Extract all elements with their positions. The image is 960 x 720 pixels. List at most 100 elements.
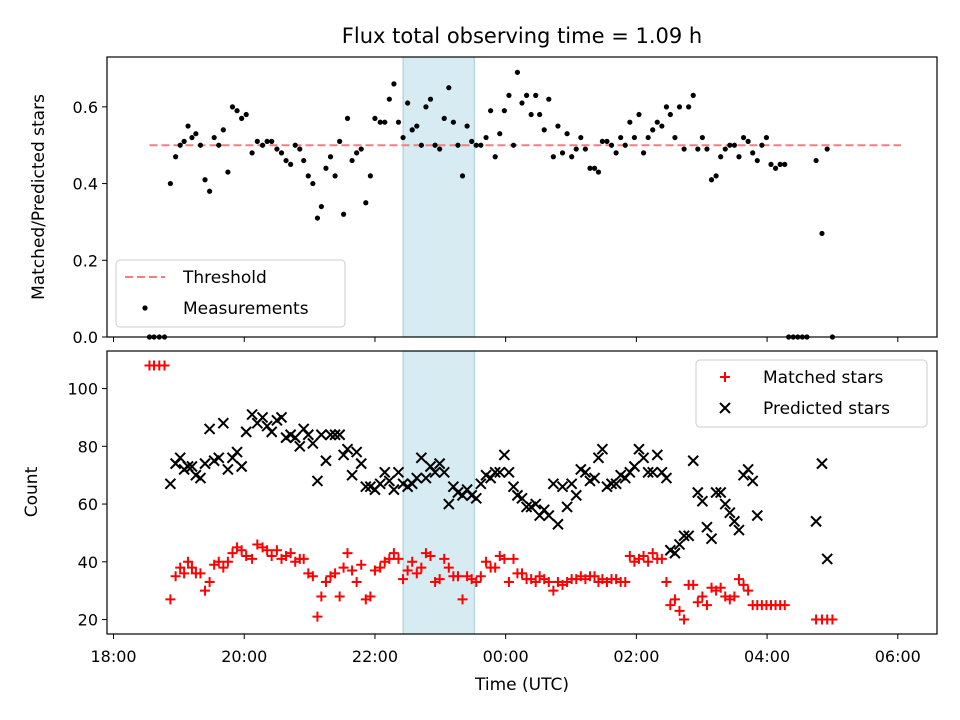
measurement-point xyxy=(386,96,392,102)
measurement-point xyxy=(305,173,311,179)
predicted-stars-point xyxy=(556,481,569,493)
measurement-point xyxy=(599,138,605,144)
matched-stars-point xyxy=(179,568,190,579)
matched-stars-point xyxy=(365,591,376,602)
predicted-stars-point xyxy=(307,437,319,450)
matched-stars-point xyxy=(241,551,252,562)
predicted-stars-point xyxy=(302,429,314,441)
measurement-point xyxy=(654,119,660,125)
matched-stars-point xyxy=(701,600,712,611)
measurement-point xyxy=(492,154,498,160)
predicted-stars-point xyxy=(810,515,822,528)
measurement-point xyxy=(229,104,236,110)
measurement-point xyxy=(667,111,673,118)
measurement-point xyxy=(676,104,683,110)
measurement-point xyxy=(745,138,751,144)
predicted-stars-point xyxy=(710,486,722,499)
measurement-point xyxy=(523,92,530,98)
measurement-point xyxy=(211,134,217,141)
measurement-point xyxy=(713,173,719,179)
predicted-stars-point xyxy=(821,553,833,565)
measurement-point xyxy=(582,146,588,152)
matched-stars-point xyxy=(471,577,482,588)
measurement-point xyxy=(478,142,484,148)
measurement-point xyxy=(731,142,738,148)
matched-stars-point xyxy=(330,568,341,579)
predicted-stars-point xyxy=(213,452,225,464)
measurement-point xyxy=(197,142,204,148)
matched-stars-point xyxy=(688,579,699,590)
matched-stars-point xyxy=(388,548,399,559)
predicted-stars-point xyxy=(724,507,736,519)
predicted-stars-point xyxy=(333,429,346,441)
measurement-point xyxy=(318,203,324,210)
measurement-point xyxy=(546,96,552,102)
predicted-stars-point xyxy=(669,547,681,559)
predicted-stars-point xyxy=(443,498,455,510)
matched-stars-point xyxy=(222,556,233,567)
matched-stars-point xyxy=(715,582,726,593)
predicted-stars-point xyxy=(520,501,533,513)
predicted-stars-point xyxy=(498,449,511,461)
matched-stars-point xyxy=(733,574,744,585)
axes-frame xyxy=(106,56,938,338)
predicted-stars-point xyxy=(289,431,301,444)
matched-stars-point xyxy=(307,571,318,582)
matched-stars-point xyxy=(175,562,186,573)
x-tick-label: 22:00 xyxy=(352,647,398,666)
predicted-stars-point xyxy=(561,501,573,513)
predicted-stars-point xyxy=(570,489,582,502)
predicted-stars-point xyxy=(565,478,578,490)
predicted-stars-point xyxy=(705,532,718,545)
legend: Threshold Measurements xyxy=(115,259,346,328)
measurement-point xyxy=(768,161,774,167)
predicted-stars-point xyxy=(507,481,520,493)
predicted-stars-point xyxy=(475,478,487,490)
predicted-stars-point xyxy=(411,472,423,484)
x-tick-label: 06:00 xyxy=(875,647,921,666)
measurement-point xyxy=(297,146,303,152)
axes-frame xyxy=(106,350,938,635)
matched-stars-point xyxy=(661,577,672,588)
x-tick-label: 02:00 xyxy=(613,647,659,666)
measurement-point xyxy=(414,123,420,129)
matched-stars-point xyxy=(262,545,273,556)
measurement-point xyxy=(695,146,701,152)
x-axis-label: Time (UTC) xyxy=(474,675,569,695)
matched-stars-point xyxy=(347,565,358,576)
measurement-point xyxy=(455,142,461,148)
measurement-point xyxy=(587,165,593,171)
y-tick-label: 80 xyxy=(78,437,98,456)
matched-stars-point xyxy=(320,577,331,588)
predicted-stars-point xyxy=(324,429,337,441)
measurement-point xyxy=(506,92,512,98)
measurement-point xyxy=(239,115,245,121)
matched-stars-point xyxy=(439,553,450,564)
matched-stars-point xyxy=(342,548,353,559)
y-tick-label: 20 xyxy=(78,611,98,630)
measurement-point xyxy=(813,157,819,164)
matched-stars-point xyxy=(252,539,263,550)
predicted-stars-point xyxy=(592,452,605,464)
matched-stars-point xyxy=(298,553,309,564)
predicted-stars-point xyxy=(746,475,759,487)
matched-stars-point xyxy=(425,551,436,562)
measurement-point xyxy=(367,173,373,179)
predicted-stars-point xyxy=(742,463,754,476)
measurement-point xyxy=(234,108,240,114)
measurement-point xyxy=(782,161,788,167)
measurement-point xyxy=(459,173,466,179)
predicted-stars-point xyxy=(696,495,709,507)
measurement-point xyxy=(432,142,438,148)
measurement-point xyxy=(686,104,692,110)
measurement-point xyxy=(216,142,222,148)
matched-stars-point xyxy=(475,571,486,582)
measurement-point xyxy=(550,154,556,160)
predicted-stars-point xyxy=(714,486,727,499)
measurement-point xyxy=(185,123,191,129)
matched-stars-point xyxy=(743,585,754,596)
measurement-point xyxy=(622,142,628,148)
measurement-point xyxy=(533,92,539,98)
measurement-point xyxy=(391,81,397,87)
